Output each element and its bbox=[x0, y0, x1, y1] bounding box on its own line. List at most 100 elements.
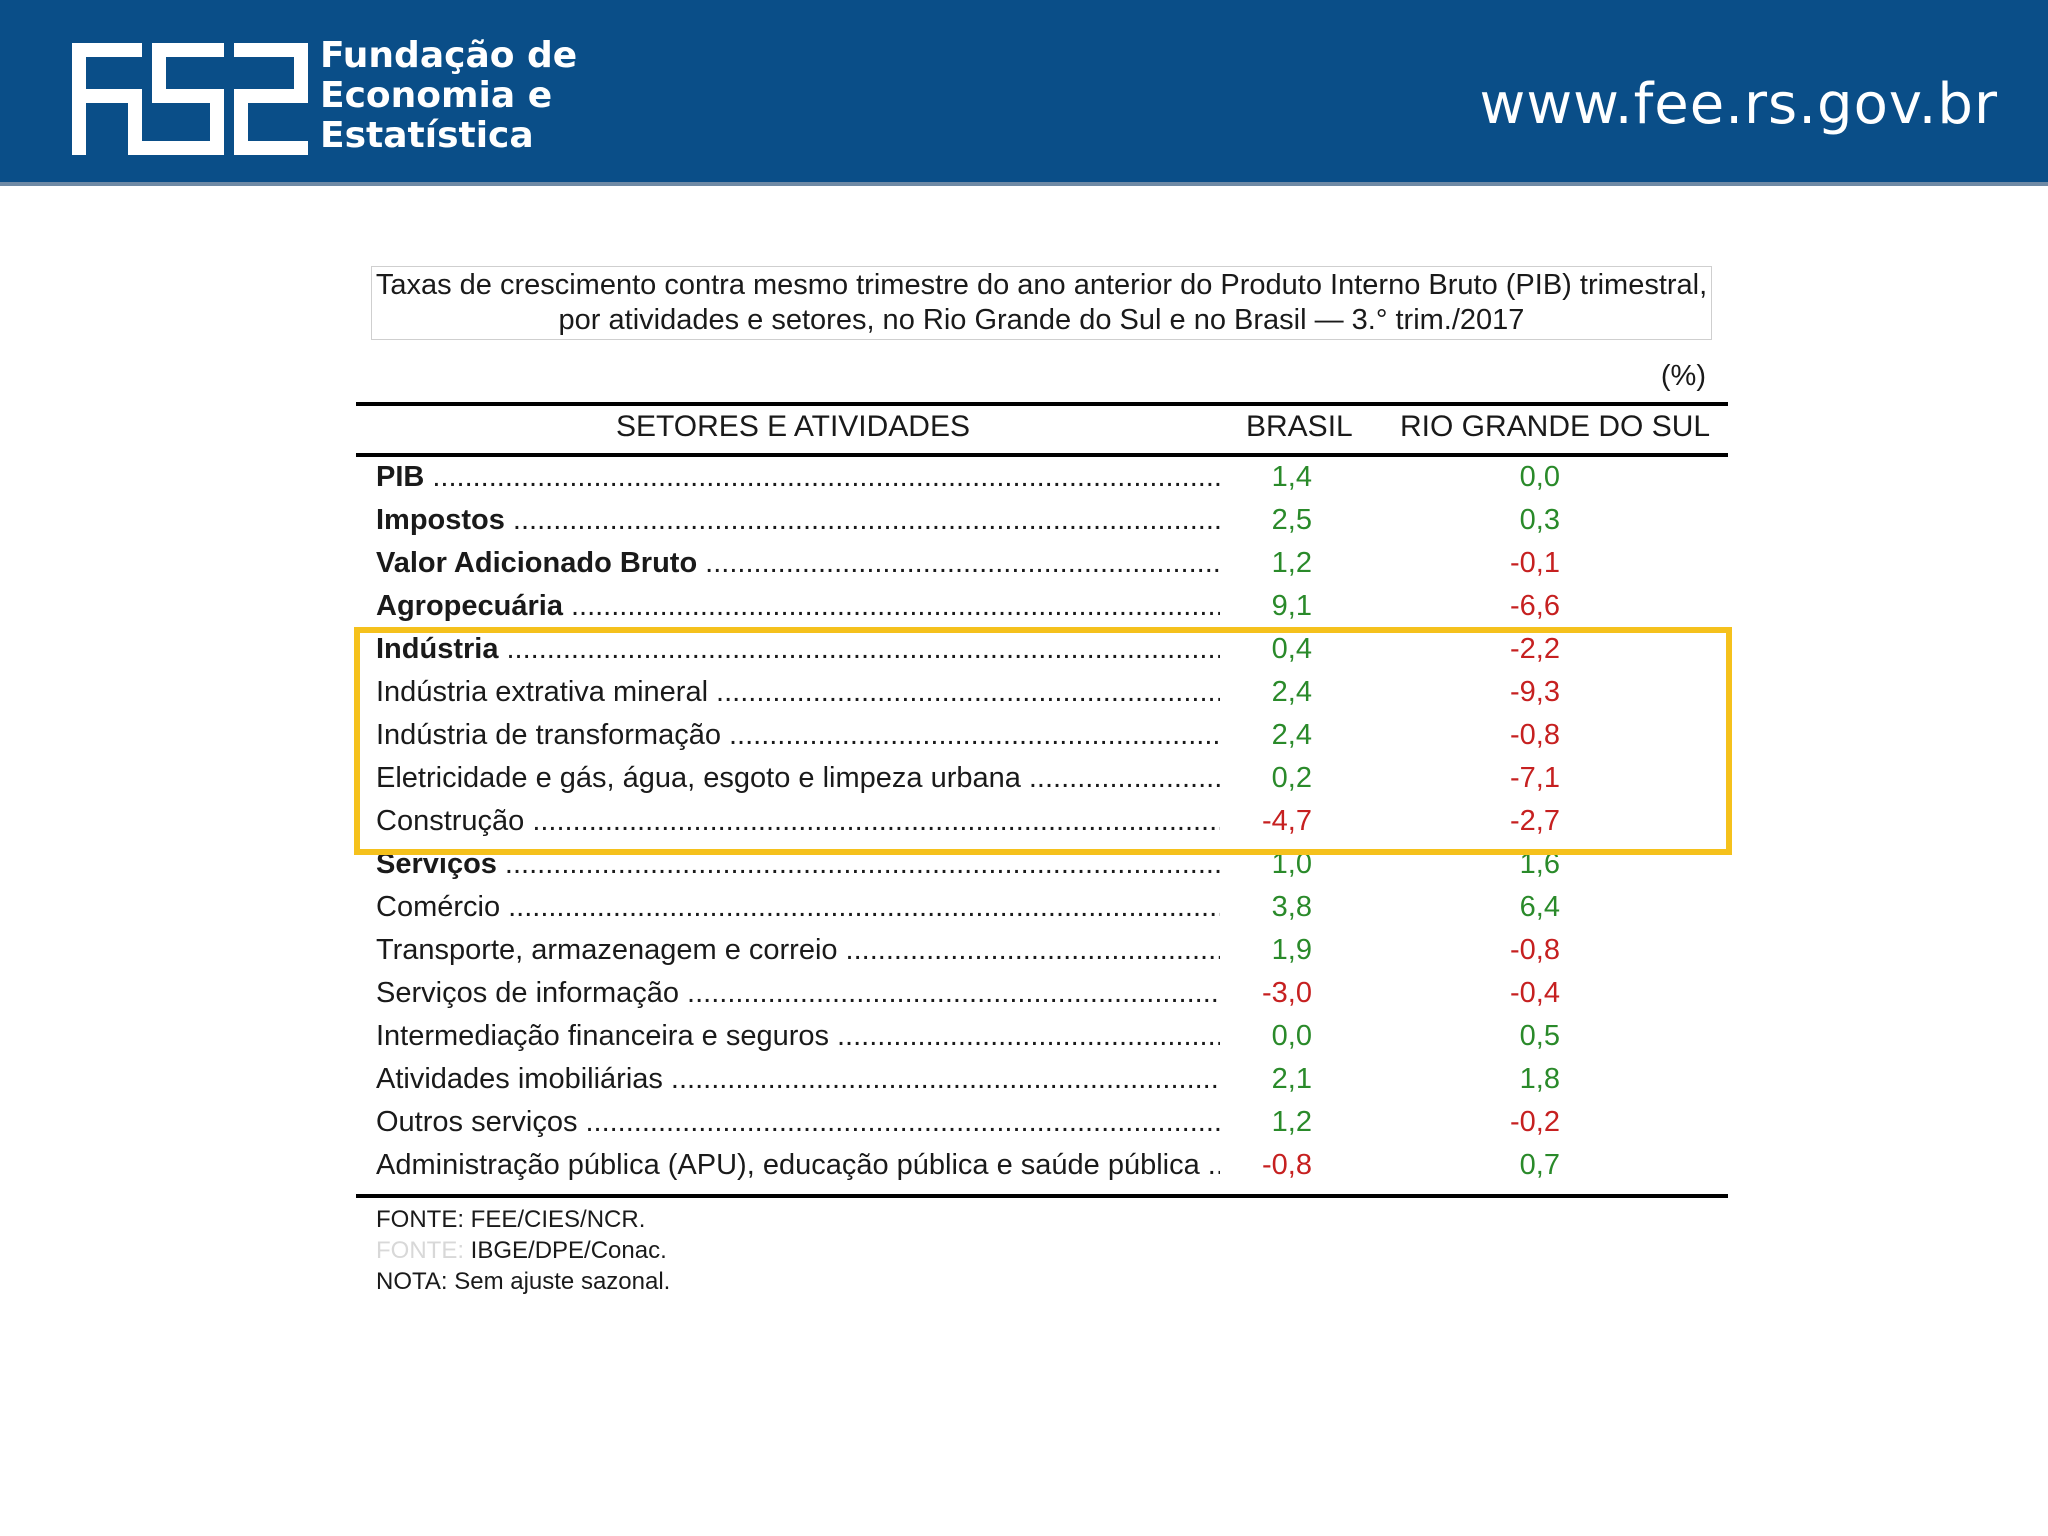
row-label-cell: Indústria bbox=[376, 629, 1220, 669]
dot-leader bbox=[705, 543, 1220, 583]
table-row: Outros serviços 1,2 -0,2 bbox=[376, 1102, 1716, 1142]
table-row: Valor Adicionado Bruto 1,2 -0,1 bbox=[376, 543, 1716, 583]
rs-value: -2,7 bbox=[1510, 805, 1560, 837]
dot-leader bbox=[508, 887, 1220, 927]
row-label-cell: Indústria extrativa mineral bbox=[376, 672, 1220, 712]
row-label: Transporte, armazenagem e correio bbox=[376, 934, 838, 966]
rs-value: 0,5 bbox=[1519, 1020, 1560, 1052]
brasil-value: 2,4 bbox=[1271, 719, 1312, 751]
brasil-value: 3,8 bbox=[1271, 891, 1312, 923]
source-note-2-prefix: FONTE: bbox=[376, 1237, 464, 1264]
brasil-value: -4,7 bbox=[1262, 805, 1312, 837]
row-label-cell: PIB bbox=[376, 457, 1220, 497]
rs-value: 1,8 bbox=[1519, 1063, 1560, 1095]
table-row: Serviços de informação -3,0 -0,4 bbox=[376, 973, 1716, 1013]
row-label: Administração pública (APU), educação pú… bbox=[376, 1149, 1200, 1181]
dot-leader bbox=[837, 1016, 1220, 1056]
table-bottom-rule bbox=[356, 1194, 1728, 1198]
table-title-line-1: Taxas de crescimento contra mesmo trimes… bbox=[375, 269, 1708, 301]
fee-logo-icon bbox=[72, 43, 308, 155]
row-label: Comércio bbox=[376, 891, 501, 923]
source-note-2-text: IBGE/DPE/Conac. bbox=[470, 1237, 667, 1264]
site-url: www.fee.rs.gov.br bbox=[1479, 72, 1998, 137]
table-notes: FONTE: FEE/CIES/NCR. FONTE: IBGE/DPE/Con… bbox=[376, 1204, 670, 1297]
row-label: Eletricidade e gás, água, esgoto e limpe… bbox=[376, 762, 1021, 794]
table-row: Agropecuária 9,1 -6,6 bbox=[376, 586, 1716, 626]
row-label: Serviços de informação bbox=[376, 977, 680, 1009]
table-row: Atividades imobiliárias 2,1 1,8 bbox=[376, 1059, 1716, 1099]
brasil-value: 2,4 bbox=[1271, 676, 1312, 708]
brasil-value: 0,4 bbox=[1271, 633, 1312, 665]
row-label-cell: Impostos bbox=[376, 500, 1220, 540]
rs-value: -0,2 bbox=[1510, 1106, 1560, 1138]
logo-wordmark: Fundação de Economia e Estatística bbox=[320, 36, 577, 156]
table-row: Construção -4,7 -2,7 bbox=[376, 801, 1716, 841]
rs-value: -6,6 bbox=[1510, 590, 1560, 622]
dot-leader bbox=[671, 1059, 1220, 1099]
rs-value: -0,4 bbox=[1510, 977, 1560, 1009]
dot-leader bbox=[571, 586, 1220, 626]
industry-highlight-box bbox=[354, 627, 1732, 855]
table-row: Comércio 3,8 6,4 bbox=[376, 887, 1716, 927]
row-label-cell: Atividades imobiliárias bbox=[376, 1059, 1220, 1099]
row-label-cell: Agropecuária bbox=[376, 586, 1220, 626]
row-label-cell: Indústria de transformação bbox=[376, 715, 1220, 755]
source-note-1: FONTE: FEE/CIES/NCR. bbox=[376, 1206, 646, 1233]
dot-leader bbox=[432, 457, 1220, 497]
row-label-cell: Intermediação financeira e seguros bbox=[376, 1016, 1220, 1056]
rs-value: -0,1 bbox=[1510, 547, 1560, 579]
table-row: Intermediação financeira e seguros 0,0 0,5 bbox=[376, 1016, 1716, 1056]
row-label: Indústria de transformação bbox=[376, 719, 721, 751]
column-header-sector: SETORES E ATIVIDADES bbox=[616, 410, 970, 443]
row-label-cell: Comércio bbox=[376, 887, 1220, 927]
table-title: Taxas de crescimento contra mesmo trimes… bbox=[371, 266, 1712, 340]
table-row: Administração pública (APU), educação pú… bbox=[376, 1145, 1716, 1185]
row-label-cell: Administração pública (APU), educação pú… bbox=[376, 1145, 1220, 1185]
table-header-rule bbox=[356, 453, 1728, 457]
brasil-value: 1,4 bbox=[1271, 461, 1312, 493]
brasil-value: 0,0 bbox=[1271, 1020, 1312, 1052]
column-header-brasil: BRASIL bbox=[1246, 410, 1353, 443]
row-label: Intermediação financeira e seguros bbox=[376, 1020, 829, 1052]
dot-leader bbox=[687, 973, 1220, 1013]
row-label: Indústria bbox=[376, 633, 499, 665]
table-top-rule bbox=[356, 402, 1728, 406]
row-label: Outros serviços bbox=[376, 1106, 578, 1138]
logo-line-2: Economia e bbox=[320, 75, 553, 116]
brasil-value: 2,5 bbox=[1271, 504, 1312, 536]
header-band: Fundação de Economia e Estatística www.f… bbox=[0, 0, 2048, 186]
rs-value: 0,0 bbox=[1519, 461, 1560, 493]
row-label: Atividades imobiliárias bbox=[376, 1063, 663, 1095]
row-label: Indústria extrativa mineral bbox=[376, 676, 709, 708]
row-label-cell: Valor Adicionado Bruto bbox=[376, 543, 1220, 583]
brasil-value: -0,8 bbox=[1262, 1149, 1312, 1181]
table-row: PIB 1,4 0,0 bbox=[376, 457, 1716, 497]
brasil-value: 1,9 bbox=[1271, 934, 1312, 966]
rs-value: -7,1 bbox=[1510, 762, 1560, 794]
dot-leader bbox=[846, 930, 1220, 970]
row-label-cell: Transporte, armazenagem e correio bbox=[376, 930, 1220, 970]
brasil-value: 0,2 bbox=[1271, 762, 1312, 794]
table-row: Impostos 2,5 0,3 bbox=[376, 500, 1716, 540]
row-label-cell: Outros serviços bbox=[376, 1102, 1220, 1142]
table-row: Transporte, armazenagem e correio 1,9 -0,8 bbox=[376, 930, 1716, 970]
logo-line-1: Fundação de bbox=[320, 35, 578, 76]
seasonal-note: NOTA: Sem ajuste sazonal. bbox=[376, 1268, 671, 1295]
table-title-line-2: por atividades e setores, no Rio Grande … bbox=[558, 304, 1525, 336]
row-label-cell: Eletricidade e gás, água, esgoto e limpe… bbox=[376, 758, 1220, 798]
rs-value: 0,7 bbox=[1519, 1149, 1560, 1181]
source-note-2: FONTE: IBGE/DPE/Conac. bbox=[376, 1235, 670, 1266]
rs-value: -9,3 bbox=[1510, 676, 1560, 708]
row-label: Construção bbox=[376, 805, 525, 837]
brasil-value: 1,2 bbox=[1271, 1106, 1312, 1138]
row-label: PIB bbox=[376, 461, 425, 493]
rs-value: -2,2 bbox=[1510, 633, 1560, 665]
rs-value: -0,8 bbox=[1510, 719, 1560, 751]
row-label-cell: Construção bbox=[376, 801, 1220, 841]
column-header-rs: RIO GRANDE DO SUL bbox=[1400, 410, 1711, 443]
brasil-value: 1,2 bbox=[1271, 547, 1312, 579]
table-row: Indústria 0,4 -2,2 bbox=[376, 629, 1716, 669]
rs-value: 0,3 bbox=[1519, 504, 1560, 536]
row-label-cell: Serviços de informação bbox=[376, 973, 1220, 1013]
table-row: Eletricidade e gás, água, esgoto e limpe… bbox=[376, 758, 1716, 798]
